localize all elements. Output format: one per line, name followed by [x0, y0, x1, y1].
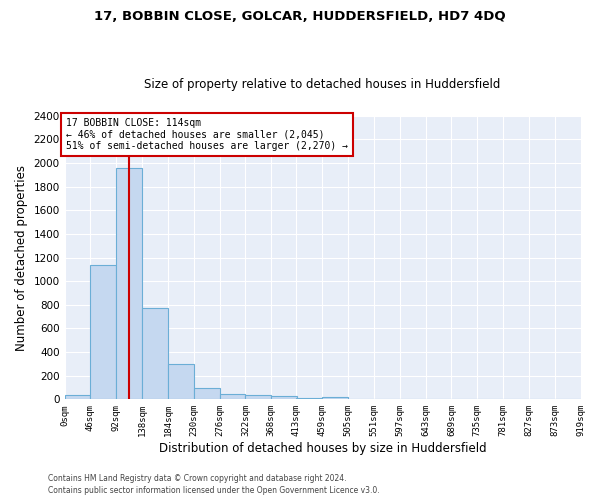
Text: 17, BOBBIN CLOSE, GOLCAR, HUDDERSFIELD, HD7 4DQ: 17, BOBBIN CLOSE, GOLCAR, HUDDERSFIELD, …: [94, 10, 506, 23]
Bar: [168, 364, 194, 400]
Bar: [296, 398, 322, 400]
Bar: [116, 168, 142, 400]
Bar: [194, 388, 220, 400]
Text: Contains HM Land Registry data © Crown copyright and database right 2024.
Contai: Contains HM Land Registry data © Crown c…: [48, 474, 380, 495]
X-axis label: Distribution of detached houses by size in Huddersfield: Distribution of detached houses by size …: [159, 442, 487, 455]
Title: Size of property relative to detached houses in Huddersfield: Size of property relative to detached ho…: [145, 78, 501, 91]
Bar: [271, 396, 297, 400]
Y-axis label: Number of detached properties: Number of detached properties: [15, 164, 28, 350]
Bar: [91, 264, 116, 400]
Text: 17 BOBBIN CLOSE: 114sqm
← 46% of detached houses are smaller (2,045)
51% of semi: 17 BOBBIN CLOSE: 114sqm ← 46% of detache…: [66, 118, 348, 152]
Bar: [220, 394, 245, 400]
Bar: [65, 395, 91, 400]
Bar: [322, 397, 348, 400]
Bar: [245, 395, 271, 400]
Bar: [142, 308, 168, 400]
